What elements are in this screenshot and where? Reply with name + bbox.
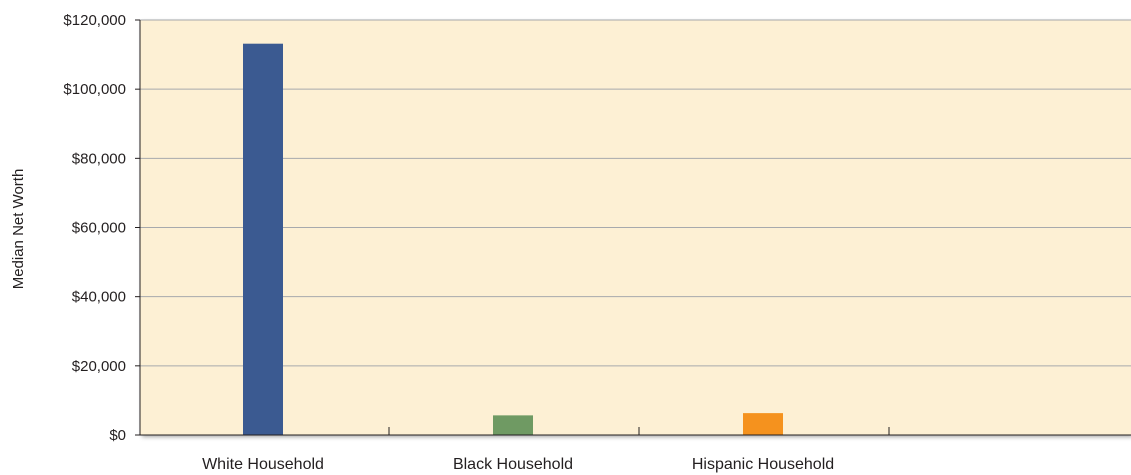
bars bbox=[243, 43, 783, 435]
axes bbox=[135, 19, 1131, 436]
gridlines bbox=[140, 19, 1131, 367]
y-tick-label: $100,000 bbox=[63, 81, 126, 98]
bar bbox=[493, 415, 533, 435]
y-tick-label: $80,000 bbox=[72, 150, 126, 167]
y-tick-label: $0 bbox=[109, 427, 126, 444]
y-tick-label: $20,000 bbox=[72, 358, 126, 375]
x-tick-labels: White Household Black Household Hispanic H… bbox=[202, 456, 834, 473]
x-tick-label: White Household bbox=[202, 456, 324, 473]
bar bbox=[243, 43, 283, 435]
y-tick-labels: $0 $20,000 $40,000 $60,000 $80,000 $100,000 $1… bbox=[63, 12, 126, 444]
y-axis-title: Median Net Worth bbox=[10, 169, 27, 290]
y-tick-label: $120,000 bbox=[63, 12, 126, 29]
y-tick-label: $40,000 bbox=[72, 289, 126, 306]
x-tick-label: Black Household bbox=[453, 456, 573, 473]
bar bbox=[743, 413, 783, 435]
y-tick-label: $60,000 bbox=[72, 220, 126, 237]
x-tick-label: Hispanic Household bbox=[692, 456, 834, 473]
